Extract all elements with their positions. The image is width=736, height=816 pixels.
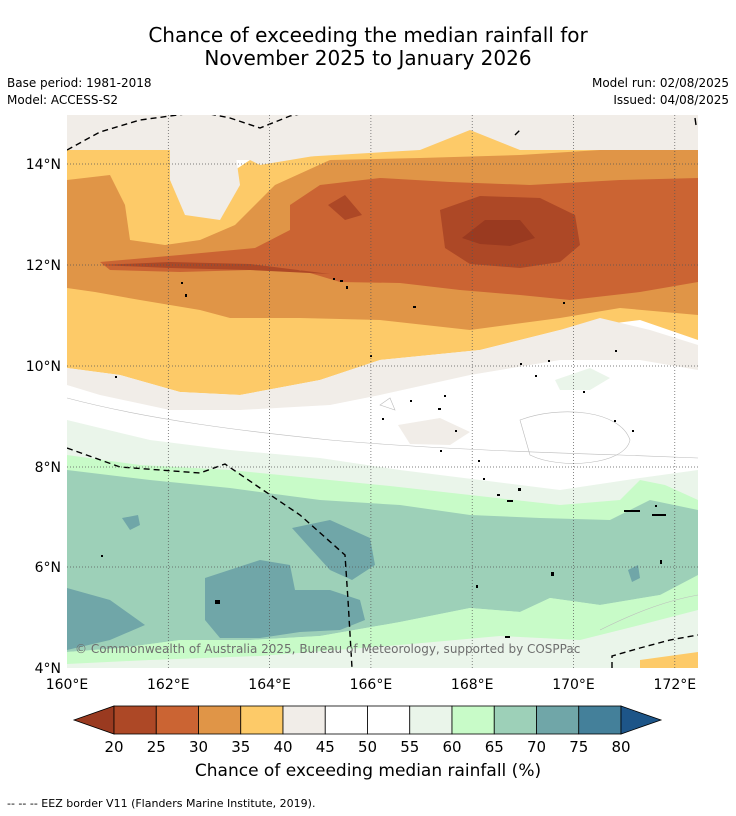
lat-label-14n: 14°N (26, 157, 61, 173)
colorbar-tick-label: 60 (442, 738, 461, 756)
contour-70-75 (67, 588, 145, 650)
contour-55-60-patch (555, 368, 610, 390)
contour-70-75 (292, 520, 375, 580)
eez-border (67, 447, 353, 668)
colorbar-swatch (536, 705, 580, 735)
colorbar-tick-label: 40 (273, 738, 292, 756)
island-markers (101, 278, 666, 638)
colorbar-tick-label: 80 (611, 738, 630, 756)
colorbar-tick-label: 50 (358, 738, 377, 756)
lon-label-160e: 160°E (46, 677, 89, 693)
colorbar-swatch (451, 705, 495, 735)
model-text: Model: ACCESS-S2 (7, 93, 119, 107)
colorbar-tick-label: 20 (104, 738, 123, 756)
lon-label-166e: 166°E (350, 677, 393, 693)
lon-label-172e: 172°E (654, 677, 697, 693)
eez-border (611, 634, 698, 668)
contour-below-20 (462, 220, 535, 246)
contour-55-60-south (67, 610, 698, 668)
issued-date-text: Issued: 04/08/2025 (613, 93, 729, 107)
contour-40-45-band (67, 318, 698, 410)
lat-label-4n: 4°N (35, 661, 61, 677)
colorbar-tick-label: 35 (231, 738, 250, 756)
lat-label-12n: 12°N (26, 258, 61, 274)
map-gridlines (67, 115, 698, 668)
colorbar-swatch (240, 705, 284, 735)
contour-70-75-patch (122, 515, 140, 530)
colorbar-low-arrow (72, 705, 115, 735)
colorbar-swatch (324, 705, 368, 735)
lat-label-8n: 8°N (35, 460, 61, 476)
colorbar-tick-label: 30 (189, 738, 208, 756)
colorbar-swatch (282, 705, 326, 735)
base-period-text: Base period: 1981-2018 (7, 76, 152, 90)
colorbar-tick-label: 65 (485, 738, 504, 756)
model-run-text: Model run: 02/08/2025 (591, 76, 729, 90)
colorbar: 20 25 30 35 40 45 50 55 60 65 70 75 80 (72, 705, 663, 756)
contour-20-25 (328, 195, 362, 220)
colorbar-label: Chance of exceeding median rainfall (%) (194, 761, 542, 781)
lon-label-168e: 168°E (451, 677, 494, 693)
colorbar-swatch (155, 705, 199, 735)
colorbar-swatch (198, 705, 242, 735)
colorbar-tick-label: 45 (316, 738, 335, 756)
colorbar-swatch (409, 705, 453, 735)
colorbar-high-arrow (620, 705, 663, 735)
lat-label-6n: 6°N (35, 560, 61, 576)
contour-40-45-cut (240, 125, 360, 165)
colorbar-swatch (578, 705, 622, 735)
rainfall-map: © Commonwealth of Australia 2025, Bureau… (26, 115, 698, 756)
lon-label-170e: 170°E (552, 677, 595, 693)
map-title-line-1: Chance of exceeding the median rainfall … (148, 23, 588, 47)
contour-40-45-patch (398, 418, 470, 445)
colorbar-tick-label: 70 (527, 738, 546, 756)
contour-40-45-cut (490, 115, 600, 142)
map-title-line-2: November 2025 to January 2026 (204, 46, 532, 70)
colorbar-tick-label: 75 (569, 738, 588, 756)
lon-label-162e: 162°E (147, 677, 190, 693)
colorbar-tick-label: 25 (147, 738, 166, 756)
contour-35-40-south (640, 652, 698, 668)
lat-label-10n: 10°N (26, 359, 61, 375)
copyright-text: © Commonwealth of Australia 2025, Bureau… (75, 642, 580, 656)
eez-legend-text: -- -- -- EEZ border V11 (Flanders Marine… (7, 797, 316, 810)
colorbar-swatch (493, 705, 537, 735)
contour-70-75-patch (628, 565, 640, 582)
colorbar-swatch (113, 705, 157, 735)
lon-label-164e: 164°E (248, 677, 291, 693)
colorbar-swatch (367, 705, 411, 735)
contour-70-75 (205, 560, 365, 638)
eez-border (67, 115, 299, 151)
contour-40-45-cut (170, 115, 240, 220)
map-contours: © Commonwealth of Australia 2025, Bureau… (67, 115, 698, 668)
colorbar-tick-label: 55 (400, 738, 419, 756)
